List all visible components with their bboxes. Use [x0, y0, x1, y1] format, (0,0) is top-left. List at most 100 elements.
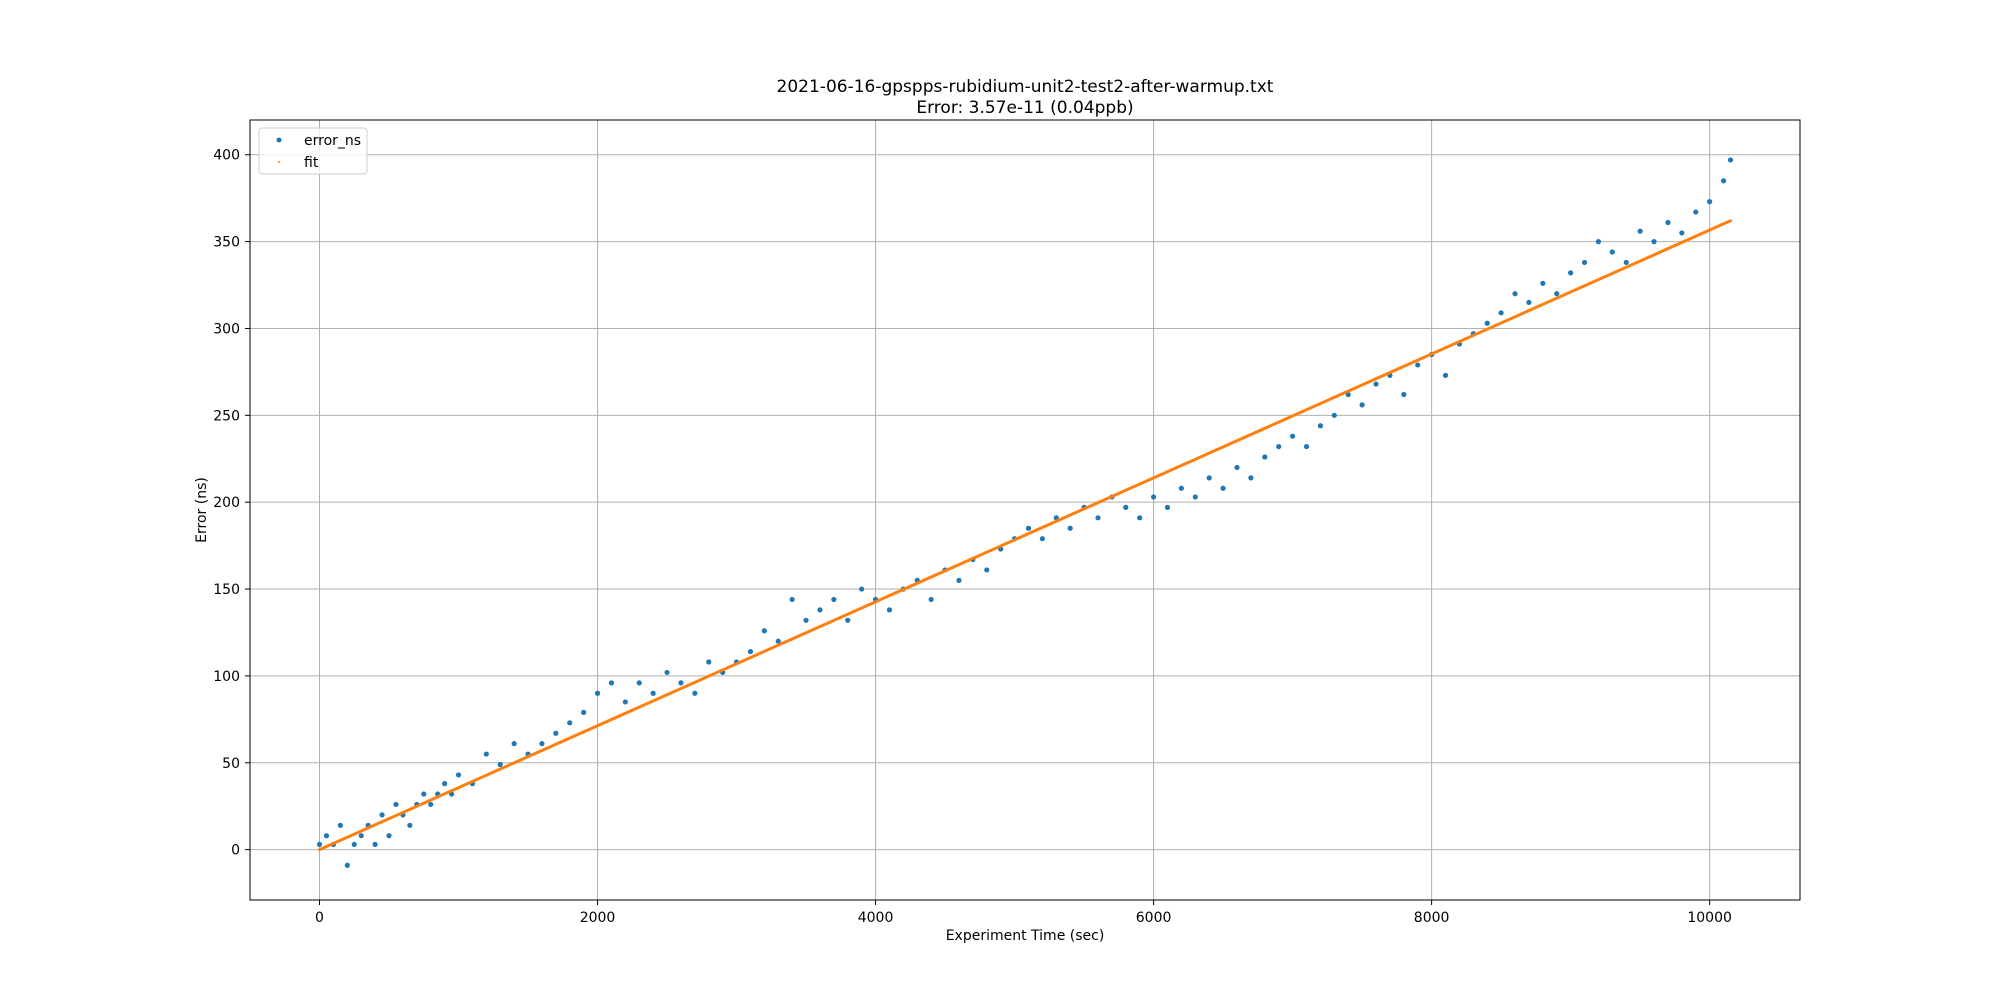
y-tick-label: 50 [222, 756, 240, 772]
data-point [664, 669, 670, 676]
data-point [1401, 391, 1407, 398]
data-point [1164, 504, 1171, 510]
chart-subtitle: Error: 3.57e-11 (0.04ppb) [916, 98, 1133, 118]
data-point [886, 607, 893, 613]
data-point [1373, 381, 1379, 387]
data-point [344, 862, 350, 868]
x-tick-label: 8000 [1414, 910, 1450, 926]
data-point [351, 841, 357, 848]
legend-label-fit: fit [304, 155, 319, 171]
plot-frame [249, 119, 1801, 901]
data-point [1665, 219, 1671, 226]
data-point [789, 596, 795, 603]
y-tick-label: 200 [213, 495, 240, 511]
data-point [1637, 228, 1643, 234]
data-point [1693, 209, 1699, 215]
data-point [1484, 320, 1490, 326]
data-point [747, 648, 754, 655]
data-point [1317, 423, 1324, 429]
data-point [1123, 504, 1129, 510]
y-tick-label: 300 [213, 321, 240, 337]
y-tick-label: 400 [213, 148, 240, 164]
data-point [1415, 362, 1421, 368]
data-point [956, 577, 962, 583]
x-tick-label: 6000 [1136, 910, 1172, 926]
data-point [608, 680, 615, 686]
data-point [1206, 475, 1212, 481]
data-point [1498, 310, 1504, 316]
x-tick-label: 2000 [580, 910, 616, 926]
data-point [407, 822, 413, 828]
data-point [845, 617, 851, 623]
fit-line [318, 219, 1732, 852]
data-point [1512, 291, 1518, 297]
legend-label-error-ns: error_ns [304, 133, 361, 149]
data-point [831, 596, 837, 603]
legend-marker-fit [278, 161, 280, 163]
data-point [1178, 485, 1184, 491]
x-tick-label: 10000 [1687, 910, 1732, 926]
data-point [1623, 259, 1629, 266]
data-point [553, 730, 559, 736]
y-tick-label: 0 [231, 843, 240, 859]
data-point [372, 841, 378, 848]
data-point [775, 638, 781, 644]
data-point [483, 751, 489, 757]
x-axis-label: Experiment Time (sec) [946, 928, 1105, 944]
data-point [1679, 230, 1685, 236]
data-point [1262, 454, 1268, 460]
data-point [421, 791, 427, 797]
data-point [539, 741, 545, 747]
data-point [1039, 536, 1045, 542]
data-point [1276, 443, 1282, 450]
data-point [1568, 270, 1574, 276]
data-point [859, 586, 865, 592]
data-point [1303, 443, 1310, 450]
data-point [761, 628, 767, 634]
ticks: 0 2000 4000 6000 8000 10000 0 50 100 150 200 250 300… [213, 148, 1732, 926]
data-point [1137, 515, 1143, 521]
data-point [1248, 475, 1254, 481]
data-point [1651, 239, 1657, 245]
data-point [323, 833, 330, 839]
data-point [428, 801, 434, 808]
data-point [1707, 199, 1713, 205]
data-point [337, 822, 343, 828]
legend: error_ns fit [258, 127, 368, 175]
data-point [1727, 157, 1734, 163]
data-point [581, 709, 587, 715]
data-point [984, 567, 990, 573]
data-point [1554, 291, 1560, 297]
data-point [316, 841, 323, 848]
y-tick-label: 150 [213, 582, 240, 598]
data-point [803, 617, 809, 623]
data-point [1609, 249, 1615, 255]
data-point [386, 833, 392, 839]
data-point [678, 680, 684, 686]
data-point [1150, 494, 1157, 500]
data-point [1234, 464, 1240, 471]
data-point [1595, 239, 1602, 245]
data-point [650, 690, 656, 696]
x-tick-label: 4000 [858, 910, 894, 926]
y-tick-label: 250 [213, 408, 240, 424]
legend-marker-error-ns [276, 137, 282, 143]
data-point [817, 607, 823, 613]
data-point [1290, 433, 1296, 439]
data-point [497, 761, 503, 768]
data-point [706, 659, 712, 665]
data-point [622, 699, 628, 705]
data-point [928, 596, 934, 603]
data-point [1526, 299, 1532, 306]
data-layer [316, 157, 1734, 868]
data-point [1540, 280, 1546, 286]
data-point [636, 680, 642, 686]
data-point [1220, 485, 1226, 491]
data-point [1025, 525, 1032, 531]
chart-title: 2021-06-16-gpspps-rubidium-unit2-test2-a… [777, 77, 1274, 97]
y-tick-label: 350 [213, 235, 240, 251]
data-point [455, 772, 462, 778]
data-point [511, 741, 517, 747]
data-point [567, 720, 573, 726]
